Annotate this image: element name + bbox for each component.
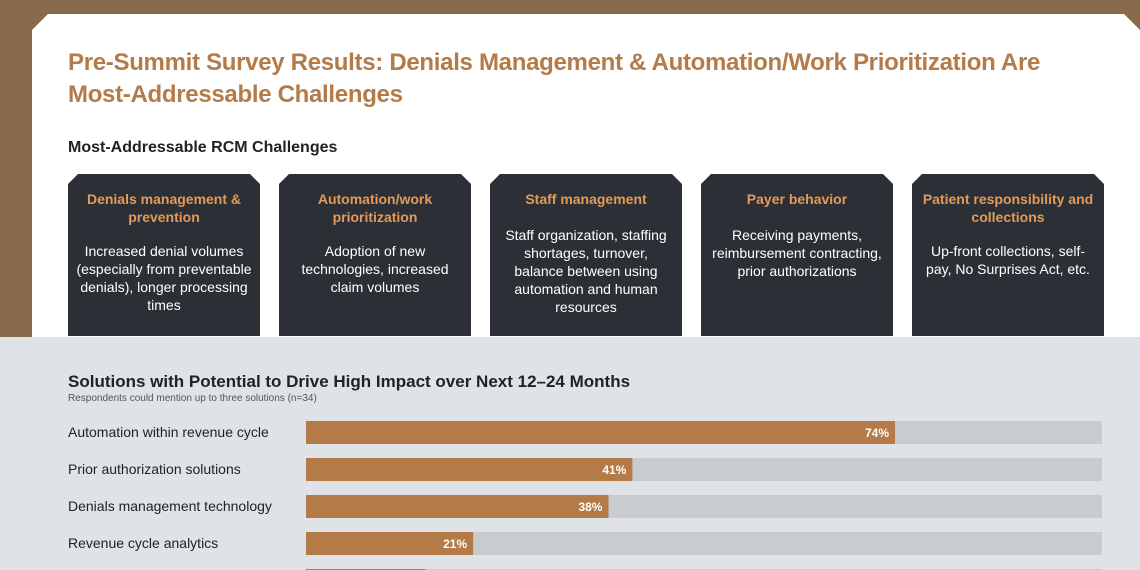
page-title: Pre-Summit Survey Results: Denials Manag… <box>68 49 1041 108</box>
challenge-card-title: Staff management <box>525 191 647 207</box>
challenges-heading: Most-Addressable RCM Challenges <box>68 139 338 156</box>
challenge-card-staff: Staff management Staff organization, sta… <box>490 174 682 336</box>
challenge-card-denials: Denials management & prevention Increase… <box>68 174 260 336</box>
bar <box>306 495 609 518</box>
challenge-card-title: Payer behavior <box>746 191 848 207</box>
challenge-card-desc: Adoption of new technologies, increased … <box>301 243 449 295</box>
bar-category-label: Automation within revenue cycle <box>68 424 269 440</box>
challenge-card-title: Denials management & prevention <box>86 191 242 225</box>
bar-value-label: 41% <box>602 463 626 477</box>
challenge-card-desc: Increased denial volumes (especially fro… <box>76 243 252 313</box>
challenge-card-title: Patient responsibility and collections <box>922 191 1094 225</box>
challenge-card-desc: Receiving payments, reimbursement contra… <box>712 227 882 279</box>
challenge-card-desc: Staff organization, staffing shortages, … <box>505 227 667 315</box>
bar-value-label: 21% <box>443 537 467 551</box>
chart-subtitle: Respondents could mention up to three so… <box>68 393 317 404</box>
challenge-card-automation: Automation/work prioritization Adoption … <box>279 174 471 336</box>
bar <box>306 458 633 481</box>
impact-bar-chart: Automation within revenue cycle 74% Prior … <box>68 421 1102 570</box>
challenge-card-title: Automation/work prioritization <box>317 191 433 225</box>
challenge-card-patient: Patient responsibility and collections U… <box>912 174 1104 336</box>
chart-section <box>0 337 1140 570</box>
chart-title: Solutions with Potential to Drive High I… <box>68 372 631 391</box>
challenge-cards: Denials management & prevention Increase… <box>68 174 1104 336</box>
bar-value-label: 38% <box>578 500 602 514</box>
bar-value-label: 74% <box>865 426 889 440</box>
bar-category-label: Denials management technology <box>68 498 272 514</box>
challenge-card-desc: Up-front collections, self-pay, No Surpr… <box>926 243 1090 277</box>
bar <box>306 532 474 555</box>
bar <box>306 421 896 444</box>
bar-category-label: Prior authorization solutions <box>68 461 241 477</box>
challenge-card-payer: Payer behavior Receiving payments, reimb… <box>701 174 893 336</box>
bar-category-label: Revenue cycle analytics <box>68 535 218 551</box>
bar-track <box>306 532 1102 555</box>
